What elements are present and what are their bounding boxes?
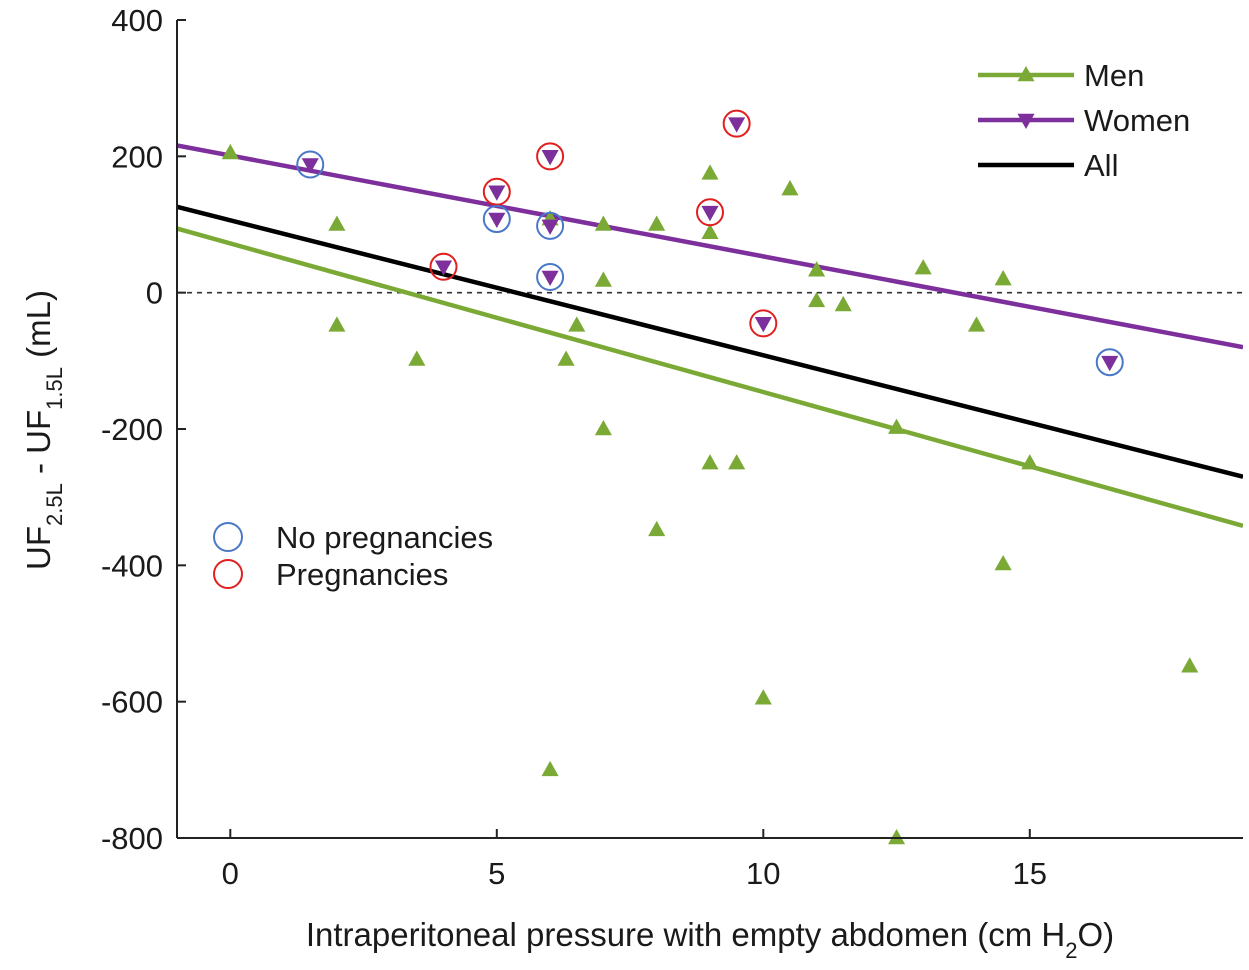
series-legend: Men Women All — [978, 58, 1190, 183]
men-point — [328, 215, 346, 231]
circle-legend-label: Pregnancies — [276, 557, 448, 592]
pregnancy-circle — [536, 142, 565, 171]
men-point — [701, 223, 719, 239]
men-point — [834, 295, 852, 312]
no-pregnancy-circle — [536, 211, 565, 240]
women-point — [728, 117, 746, 133]
y-tick-label: -800 — [101, 821, 163, 856]
men-point — [557, 350, 575, 366]
men-point — [994, 270, 1012, 286]
x-tick-label: 5 — [488, 856, 505, 891]
men-point — [701, 454, 719, 470]
pregnancy-circle — [749, 309, 778, 338]
women-point — [541, 270, 559, 286]
men-point — [594, 215, 612, 231]
y-tick-label: -600 — [101, 685, 163, 720]
men-point — [888, 418, 906, 434]
women-point — [301, 158, 319, 174]
legend-marker — [1017, 113, 1035, 129]
men-point — [728, 454, 746, 470]
no-pregnancy-circle — [296, 150, 325, 179]
men-point — [967, 316, 986, 332]
y-tick-label: -400 — [101, 548, 163, 583]
all-fit-line — [177, 204, 1243, 479]
x-tick-label: 0 — [222, 856, 239, 891]
y-tick-label: 0 — [146, 276, 163, 311]
men-point — [328, 316, 346, 332]
no-pregnancy-circle — [482, 205, 511, 234]
men-point — [541, 760, 559, 777]
men-point — [1021, 454, 1039, 470]
men-fit-line — [177, 226, 1243, 528]
circle-legend-label: No pregnancies — [276, 520, 493, 555]
men-point — [994, 554, 1012, 571]
circle-legend-marker — [213, 522, 243, 552]
men-point — [648, 520, 666, 537]
men-point — [754, 689, 772, 705]
women-point — [434, 260, 453, 276]
pregnancy-circle — [696, 198, 724, 227]
no-pregnancy-circle — [536, 262, 565, 291]
pregnancy-circle — [482, 177, 511, 206]
men-point — [808, 261, 826, 277]
women-point — [1101, 355, 1119, 372]
legend-label: Women — [1084, 103, 1190, 138]
data-points — [221, 109, 1199, 845]
women-point — [541, 219, 559, 235]
axes — [176, 20, 1243, 839]
men-point — [648, 215, 666, 231]
women-point — [541, 150, 559, 166]
y-tick-label: 200 — [111, 139, 163, 174]
men-point — [808, 291, 826, 308]
x-tick-label: 15 — [1013, 856, 1047, 891]
regression-lines — [177, 143, 1243, 528]
y-tick-label: 400 — [111, 3, 163, 38]
men-point — [1181, 657, 1199, 673]
women-point — [488, 185, 506, 201]
men-point — [568, 316, 586, 332]
no-pregnancy-circle — [1095, 348, 1124, 377]
women-point — [488, 212, 506, 229]
y-axis-title: UF2.5L - UF1.5L (mL) — [20, 290, 67, 570]
men-point — [594, 271, 612, 287]
tick-labels: -800 -600 -400 -200 0 200 400 0 5 10 15 — [101, 3, 1047, 891]
men-point — [914, 259, 932, 275]
women-fit-line — [177, 143, 1243, 350]
women-point — [701, 205, 719, 222]
x-axis-title: Intraperitoneal pressure with empty abdo… — [306, 916, 1114, 963]
men-point — [888, 829, 906, 845]
women-point — [754, 317, 772, 333]
legend-label: Men — [1084, 58, 1144, 93]
pregnancy-circle — [722, 109, 751, 138]
y-tick-label: -200 — [101, 412, 163, 447]
legend-marker — [1017, 66, 1035, 82]
circle-legend-marker — [213, 559, 243, 589]
men-point — [781, 180, 799, 196]
men-point — [408, 350, 426, 366]
men-point — [701, 164, 719, 180]
men-point — [594, 420, 612, 436]
men-point — [221, 143, 239, 160]
pregnancy-circle — [429, 252, 458, 281]
x-tick-label: 10 — [746, 856, 780, 891]
legend-label: All — [1084, 148, 1118, 183]
